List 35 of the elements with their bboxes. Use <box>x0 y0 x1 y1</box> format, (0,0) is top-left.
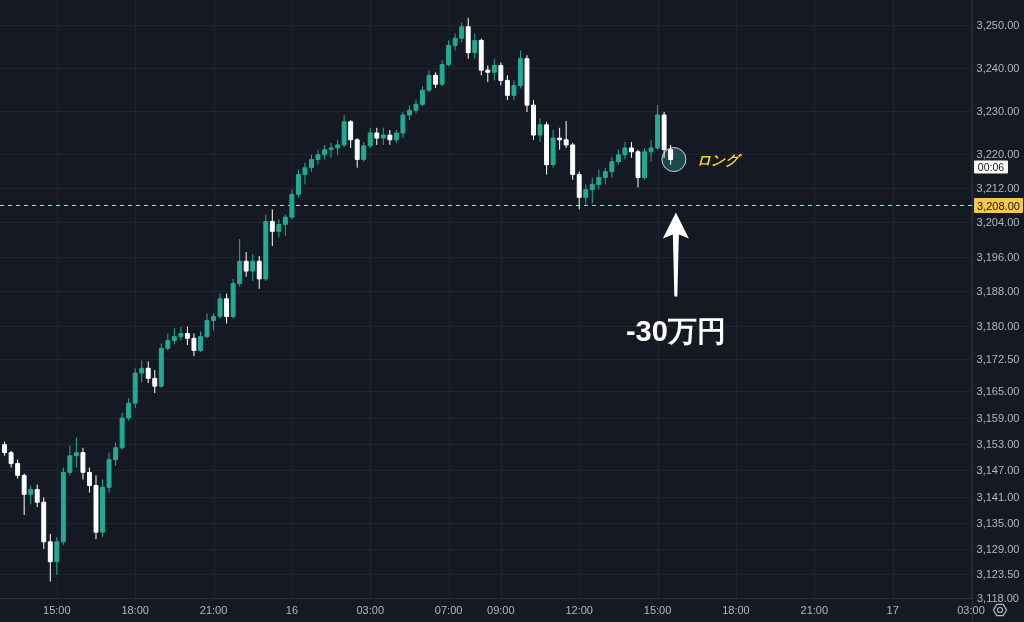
xtick-label: 16 <box>285 604 298 616</box>
ytick-label: 3,220.00 <box>976 147 1020 160</box>
ytick-label: 3,250.00 <box>976 19 1020 32</box>
ytick-label: 3,212.00 <box>976 181 1020 194</box>
xtick-label: 12:00 <box>565 604 593 616</box>
xtick-label: 21:00 <box>800 604 829 616</box>
ytick-label: 3,165.00 <box>976 385 1020 398</box>
ytick-label: 3,129.00 <box>976 543 1020 556</box>
xtick-label: 03:00 <box>356 604 384 616</box>
ytick-label: 3,118.00 <box>977 592 1019 604</box>
ytick-label: 3,240.00 <box>976 62 1020 74</box>
xtick-label: 18:00 <box>121 604 149 616</box>
ytick-label: 3,180.00 <box>976 320 1020 333</box>
ytick-label: 3,159.00 <box>976 411 1020 424</box>
annotation: -30万円 <box>625 314 726 347</box>
ytick-label: 3,196.00 <box>976 250 1020 263</box>
xtick-label: 15:00 <box>43 604 71 616</box>
xtick-label: 17 <box>886 604 899 616</box>
ytick-label: 3,123.50 <box>976 567 1020 580</box>
ytick-label: 3,141.00 <box>976 490 1020 503</box>
ytick-label: 3,147.00 <box>976 464 1020 477</box>
ytick-label: 3,188.00 <box>976 285 1020 298</box>
ytick-label: 3,204.00 <box>976 216 1020 229</box>
xtick-label: 09:00 <box>487 604 515 616</box>
xtick-label: 15:00 <box>643 604 672 616</box>
ytick-label: 3,153.00 <box>976 437 1020 450</box>
ref-line-label: 3,208.00 <box>977 199 1020 212</box>
ytick-label: 3,172.50 <box>976 352 1020 365</box>
xtick-label: 03:00 <box>957 604 985 616</box>
xtick-label: 07:00 <box>434 604 463 616</box>
xtick-label: 18:00 <box>722 604 750 616</box>
ytick-label: 3,135.00 <box>976 516 1020 529</box>
ytick-label: 3,230.00 <box>976 104 1020 117</box>
xtick-label: 21:00 <box>199 604 228 616</box>
annotation: 00:06 <box>977 160 1005 173</box>
